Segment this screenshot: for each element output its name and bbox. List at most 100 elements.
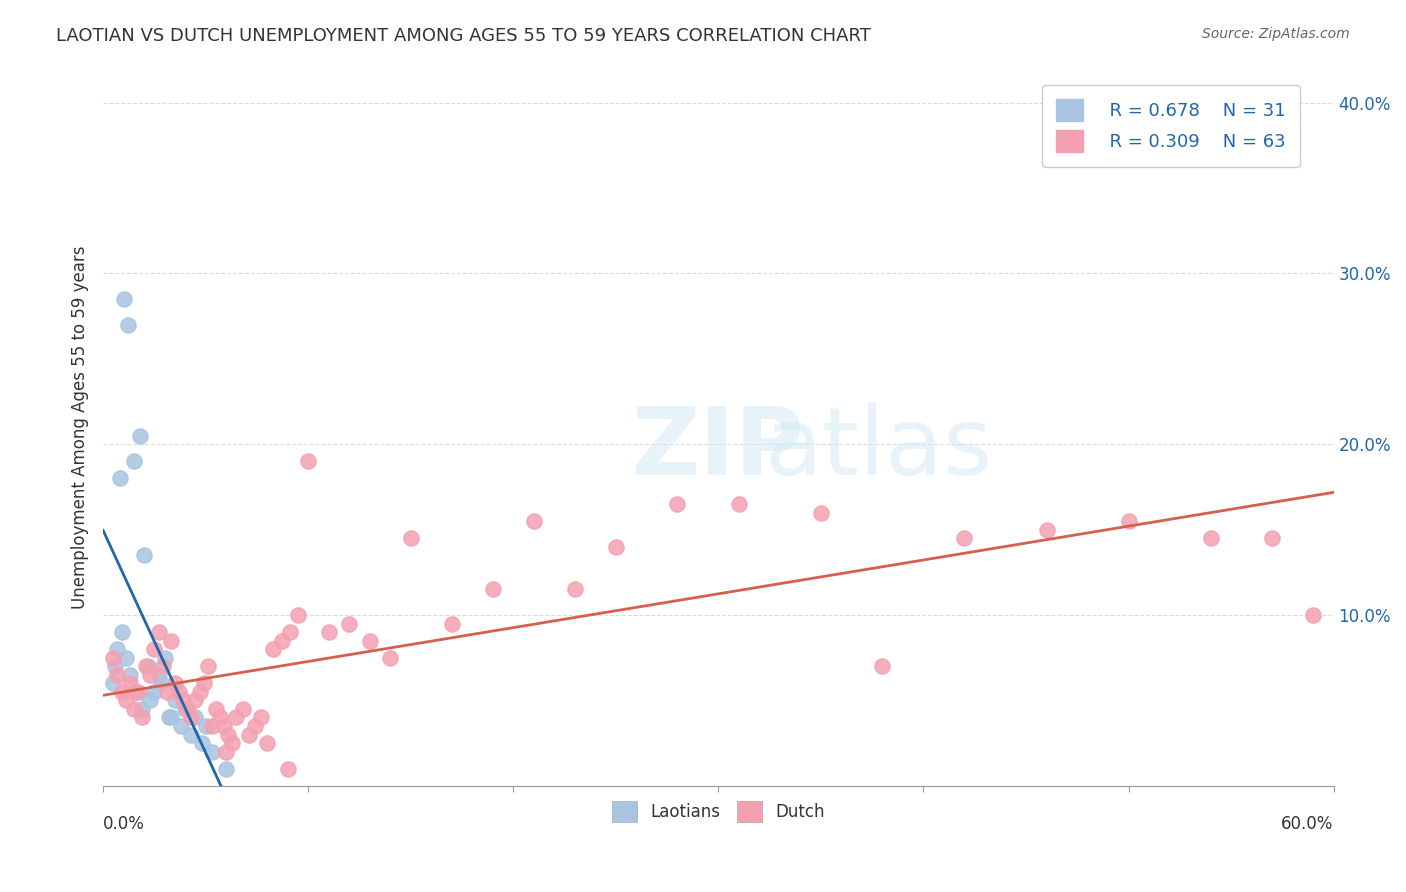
Point	[127, 685, 149, 699]
Point	[225, 710, 247, 724]
Point	[728, 497, 751, 511]
Point	[163, 676, 186, 690]
Text: 60.0%: 60.0%	[1281, 814, 1334, 833]
Point	[278, 625, 301, 640]
Point	[153, 650, 176, 665]
Point	[103, 650, 125, 665]
Point	[810, 506, 832, 520]
Y-axis label: Unemployment Among Ages 55 to 59 years: Unemployment Among Ages 55 to 59 years	[72, 245, 89, 609]
Point	[201, 745, 224, 759]
Point	[564, 582, 586, 597]
Point	[605, 540, 627, 554]
Point	[143, 642, 166, 657]
Point	[117, 318, 139, 332]
Point	[1261, 531, 1284, 545]
Point	[104, 659, 127, 673]
Point	[134, 548, 156, 562]
Point	[221, 736, 243, 750]
Point	[359, 633, 381, 648]
Point	[180, 710, 202, 724]
Point	[110, 625, 132, 640]
Point	[523, 514, 546, 528]
Point	[208, 710, 231, 724]
Point	[193, 676, 215, 690]
Point	[184, 710, 207, 724]
Point	[1302, 607, 1324, 622]
Point	[953, 531, 976, 545]
Point	[440, 616, 463, 631]
Point	[212, 719, 235, 733]
Point	[176, 702, 198, 716]
Point	[215, 762, 238, 776]
Text: 0.0%: 0.0%	[103, 814, 145, 833]
Point	[872, 659, 894, 673]
Point	[122, 702, 145, 716]
Point	[157, 710, 180, 724]
Point	[131, 710, 153, 724]
Point	[201, 719, 224, 733]
Point	[666, 497, 689, 511]
Point	[125, 685, 148, 699]
Point	[194, 719, 217, 733]
Text: Source: ZipAtlas.com: Source: ZipAtlas.com	[1202, 27, 1350, 41]
Point	[149, 676, 172, 690]
Point	[270, 633, 292, 648]
Point	[108, 471, 131, 485]
Point	[103, 676, 125, 690]
Point	[107, 642, 129, 657]
Point	[170, 719, 193, 733]
Point	[287, 607, 309, 622]
Point	[297, 454, 319, 468]
Point	[277, 762, 299, 776]
Point	[118, 676, 141, 690]
Point	[163, 693, 186, 707]
Point	[112, 292, 135, 306]
Point	[159, 710, 181, 724]
Point	[135, 659, 157, 673]
Point	[190, 736, 212, 750]
Point	[118, 667, 141, 681]
Point	[110, 685, 132, 699]
Point	[256, 736, 278, 750]
Point	[184, 693, 207, 707]
Point	[174, 702, 197, 716]
Point	[217, 727, 239, 741]
Point	[136, 659, 159, 673]
Point	[1118, 514, 1140, 528]
Point	[481, 582, 503, 597]
Text: atlas: atlas	[765, 402, 993, 495]
Point	[262, 642, 284, 657]
Point	[180, 727, 202, 741]
Point	[152, 659, 174, 673]
Point	[114, 650, 136, 665]
Point	[337, 616, 360, 631]
Point	[129, 428, 152, 442]
Point	[399, 531, 422, 545]
Point	[114, 693, 136, 707]
Text: LAOTIAN VS DUTCH UNEMPLOYMENT AMONG AGES 55 TO 59 YEARS CORRELATION CHART: LAOTIAN VS DUTCH UNEMPLOYMENT AMONG AGES…	[56, 27, 872, 45]
Legend: Laotians, Dutch: Laotians, Dutch	[599, 788, 838, 835]
Point	[243, 719, 266, 733]
Point	[143, 685, 166, 699]
Point	[215, 745, 238, 759]
Point	[1035, 523, 1057, 537]
Point	[159, 633, 181, 648]
Point	[380, 650, 402, 665]
Point	[139, 667, 162, 681]
Point	[172, 693, 194, 707]
Point	[205, 702, 228, 716]
Point	[148, 625, 170, 640]
Point	[197, 659, 219, 673]
Point	[122, 454, 145, 468]
Point	[250, 710, 273, 724]
Point	[238, 727, 260, 741]
Point	[148, 667, 170, 681]
Point	[232, 702, 254, 716]
Point	[167, 685, 190, 699]
Point	[318, 625, 340, 640]
Point	[1199, 531, 1222, 545]
Point	[139, 693, 162, 707]
Point	[107, 667, 129, 681]
Point	[156, 685, 179, 699]
Point	[131, 702, 153, 716]
